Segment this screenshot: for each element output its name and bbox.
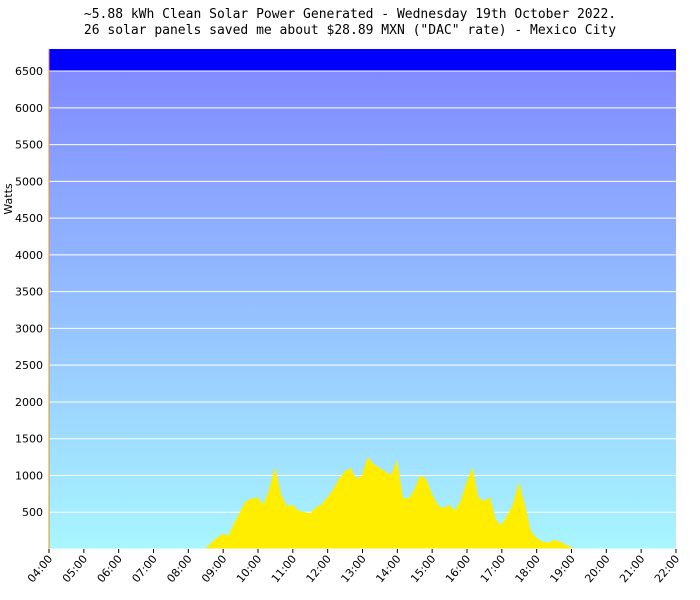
x-tick-label: 07:00	[129, 553, 159, 586]
plot-background	[49, 49, 676, 549]
y-tick-label: 3500	[15, 286, 43, 299]
y-tick-label: 5500	[15, 139, 43, 152]
y-tick-label: 6500	[15, 65, 43, 78]
x-tick-label: 22:00	[652, 553, 682, 586]
power-area	[205, 456, 578, 550]
y-tick-label: 1500	[15, 433, 43, 446]
y-tick-label: 4500	[15, 212, 43, 225]
y-tick-label: 1000	[15, 469, 43, 482]
x-tick-label: 10:00	[234, 553, 264, 586]
x-tick-label: 14:00	[373, 553, 403, 586]
y-tick-label: 2000	[15, 396, 43, 409]
x-tick-label: 11:00	[269, 553, 299, 586]
y-axis-label: Watts	[2, 183, 15, 215]
y-tick-label: 4000	[15, 249, 43, 262]
x-tick-label: 05:00	[60, 553, 90, 586]
y-tick-label: 6000	[15, 102, 43, 115]
x-tick-label: 21:00	[617, 553, 647, 586]
x-tick-label: 15:00	[408, 553, 438, 586]
x-tick-label: 20:00	[582, 553, 612, 586]
x-tick-label: 08:00	[164, 553, 194, 586]
chart-title: ~5.88 kWh Clean Solar Power Generated - …	[83, 7, 617, 22]
y-tick-label: 2500	[15, 359, 43, 372]
x-tick-label: 19:00	[547, 553, 577, 586]
x-tick-label: 18:00	[513, 553, 543, 586]
x-tick-label: 06:00	[95, 553, 125, 586]
capacity-band	[49, 49, 676, 72]
y-tick-label: 5000	[15, 175, 43, 188]
x-tick-label: 17:00	[478, 553, 508, 586]
x-tick-label: 16:00	[443, 553, 473, 586]
y-tick-label: 500	[22, 506, 43, 519]
x-tick-label: 13:00	[338, 553, 368, 586]
x-tick-label: 12:00	[304, 553, 334, 586]
x-tick-label: 09:00	[199, 553, 229, 586]
x-tick-label: 04:00	[25, 553, 55, 586]
chart-subtitle: 26 solar panels saved me about $28.89 MX…	[83, 23, 617, 38]
y-tick-label: 3000	[15, 322, 43, 335]
